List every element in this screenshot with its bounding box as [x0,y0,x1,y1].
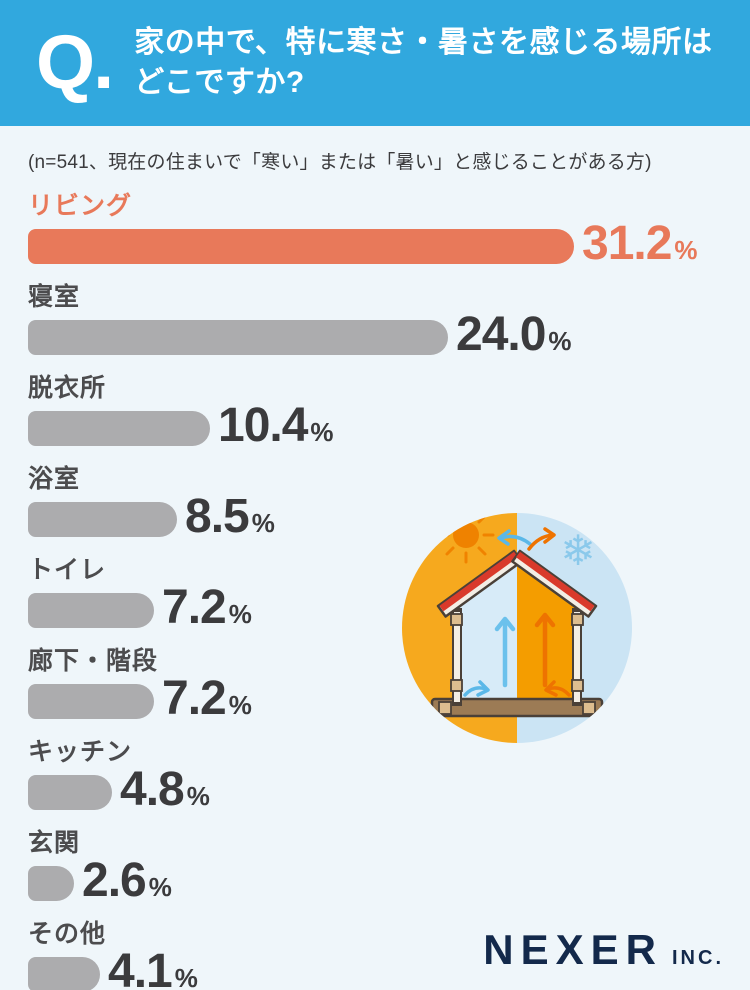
nexer-logo-suffix: INC. [672,947,724,969]
bar-category-label: キッチン [28,738,133,766]
bar-value-number: 24.0 [456,308,546,361]
bar-row: 浴室 8.5% [28,464,750,543]
bar-value-number: 2.6 [82,854,147,907]
bar-value: 10.4% [218,399,334,452]
joint-blocks [438,613,596,715]
question-title-line2: どこですか? [134,66,305,99]
bar-value-number: 7.2 [162,581,227,634]
bar [28,865,74,901]
bar-value-unit: % [310,417,334,447]
bar [28,592,154,628]
bar-value: 4.8% [120,763,210,816]
bar-category-label: 廊下・階段 [28,647,159,675]
bar [28,319,448,355]
nexer-logo: NEXER INC. [483,926,724,974]
bar-row: その他 4.1% [28,919,750,990]
question-title: 家の中で、特に寒さ・暑さを感じる場所は どこですか? [134,23,712,103]
bar-value-unit: % [251,508,275,538]
bar-value-number: 4.1 [108,945,173,990]
bar-chart: リビング 31.2% 寝室 24.0% 脱衣所 10.4% 浴室 8.5% トイレ 7.2% 廊下・… [28,191,750,990]
house-illustration-svg: ❄ [402,513,632,743]
q-mark: Q. [36,19,114,105]
bar-value-unit: % [228,690,252,720]
bar-row: トイレ 7.2% [28,555,750,634]
bar-value-number: 10.4 [218,399,308,452]
bar-value: 31.2% [582,217,698,270]
bar [28,228,574,264]
bar [28,410,210,446]
bar-row: 玄関 2.6% [28,828,750,907]
bar [28,774,112,810]
bar-value-unit: % [548,326,572,356]
bar-value-unit: % [228,599,252,629]
bar-row: 廊下・階段 7.2% [28,646,750,725]
bar-value-unit: % [148,872,172,902]
bar-value-number: 8.5 [185,490,250,543]
bar [28,501,177,537]
bar-value-number: 4.8 [120,763,185,816]
question-header: Q. 家の中で、特に寒さ・暑さを感じる場所は どこですか? [0,0,750,126]
peak-warm-arrow-icon [527,527,556,551]
question-title-line1: 家の中で、特に寒さ・暑さを感じる場所は [134,26,713,59]
bar-value: 2.6% [82,854,172,907]
bar-category-label: 脱衣所 [28,374,107,402]
peak-cool-arrow-icon [497,529,532,546]
cool-up-arrow-icon [494,616,516,688]
bar-value-number: 31.2 [582,217,672,270]
bar-value-unit: % [174,963,198,990]
bar-category-label: リビング [28,192,133,220]
bar-row: リビング 31.2% [28,191,750,270]
bar-value: 7.2% [162,672,252,725]
bar-category-label: 浴室 [28,465,81,493]
roof [436,549,598,618]
bar [28,956,100,990]
bar-value: 7.2% [162,581,252,634]
bar-row: キッチン 4.8% [28,737,750,816]
nexer-logo-main: NEXER [483,926,663,973]
sample-note: (n=541、現在の住まいで「寒い」または「暑い」と感じることがある方) [28,152,652,173]
house-illustration: ❄ [402,513,632,743]
bar-value: 8.5% [185,490,275,543]
floor-warm-arrow-icon [544,680,571,697]
bar [28,683,154,719]
bar-row: 寝室 24.0% [28,282,750,361]
floor-cool-arrow-icon [463,680,490,697]
bar-value-unit: % [674,235,698,265]
bar-value: 24.0% [456,308,572,361]
bar-row: 脱衣所 10.4% [28,373,750,452]
warm-up-arrow-icon [534,612,556,688]
bar-category-label: 玄関 [28,829,81,857]
bar-value-number: 7.2 [162,672,227,725]
bar-category-label: 寝室 [28,283,81,311]
bar-category-label: トイレ [28,556,107,584]
bar-value: 4.1% [108,945,198,990]
bar-category-label: その他 [28,920,107,948]
bar-value-unit: % [186,781,210,811]
